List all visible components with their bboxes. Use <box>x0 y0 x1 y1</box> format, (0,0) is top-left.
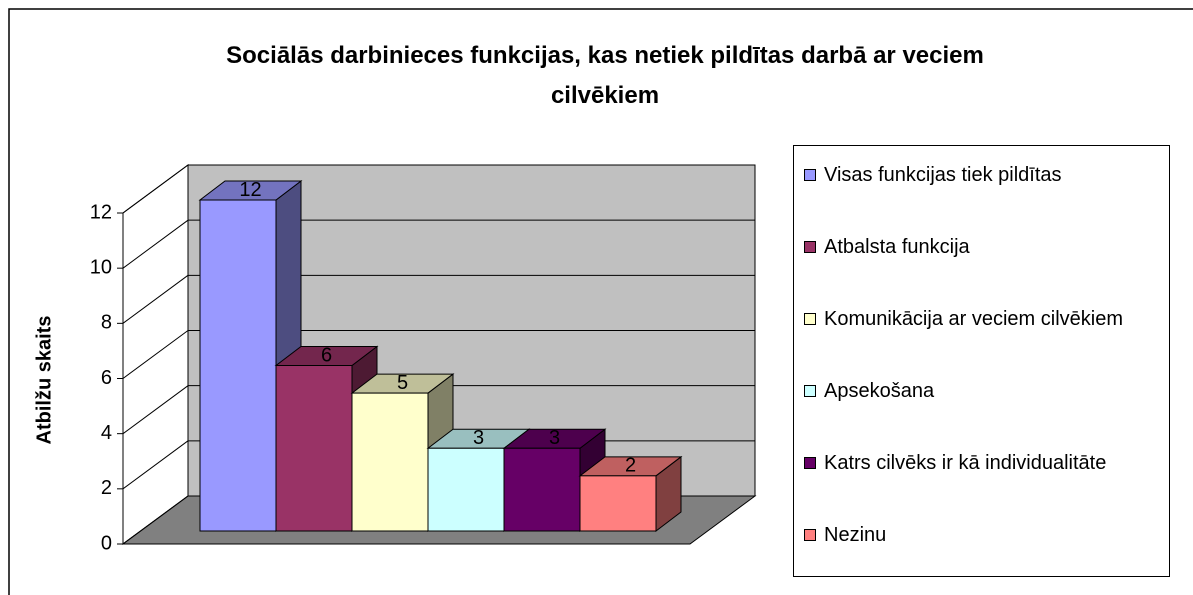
bar <box>503 447 581 532</box>
legend-label: Atbalsta funkcija <box>824 236 970 258</box>
y-tick-label: 4 <box>101 422 112 444</box>
y-tick-label: 2 <box>101 477 112 499</box>
bar <box>275 365 353 532</box>
legend-label: Nezinu <box>824 524 887 546</box>
data-label: 6 <box>321 344 332 366</box>
y-tick-label: 8 <box>101 312 112 334</box>
legend-swatch <box>804 457 816 469</box>
bar <box>579 475 657 532</box>
legend-label: Komunikācija ar veciem cilvēkiem <box>824 308 1123 330</box>
grid-line <box>122 330 189 379</box>
y-tick-label: 0 <box>101 532 112 554</box>
data-label: 12 <box>239 179 261 201</box>
legend: Visas funkcijas tiek pildītas Atbalsta fu… <box>793 145 1170 577</box>
data-label: 5 <box>397 372 408 394</box>
legend-swatch <box>804 313 816 325</box>
data-label: 3 <box>549 427 560 449</box>
grid-line <box>122 164 189 214</box>
legend-swatch <box>804 385 816 397</box>
grid-line <box>122 440 189 490</box>
legend-label: Apsekošana <box>824 380 935 402</box>
legend-swatch <box>804 169 816 181</box>
y-tick-label: 12 <box>90 201 112 223</box>
y-tick-label: 6 <box>101 367 112 389</box>
chart-title: Sociālās darbinieces funkcijas, kas neti… <box>226 42 984 109</box>
grid-line <box>122 495 189 545</box>
grid-line <box>122 274 189 324</box>
data-label: 3 <box>473 427 484 449</box>
legend-label: Visas funkcijas tiek pildītas <box>824 164 1062 186</box>
y-axis-label: Atbilžu skaits <box>33 316 55 445</box>
y-tick-label: 10 <box>90 256 112 278</box>
grid-line <box>122 385 189 435</box>
chart-frame <box>8 8 1193 595</box>
bar <box>351 392 429 532</box>
data-label: 2 <box>625 455 636 477</box>
legend-swatch <box>804 529 816 541</box>
legend-swatch <box>804 241 816 253</box>
legend-label: Katrs cilvēks ir kā individualitāte <box>824 452 1107 474</box>
grid-line <box>122 219 189 269</box>
bar <box>427 447 505 532</box>
bar <box>199 199 277 532</box>
